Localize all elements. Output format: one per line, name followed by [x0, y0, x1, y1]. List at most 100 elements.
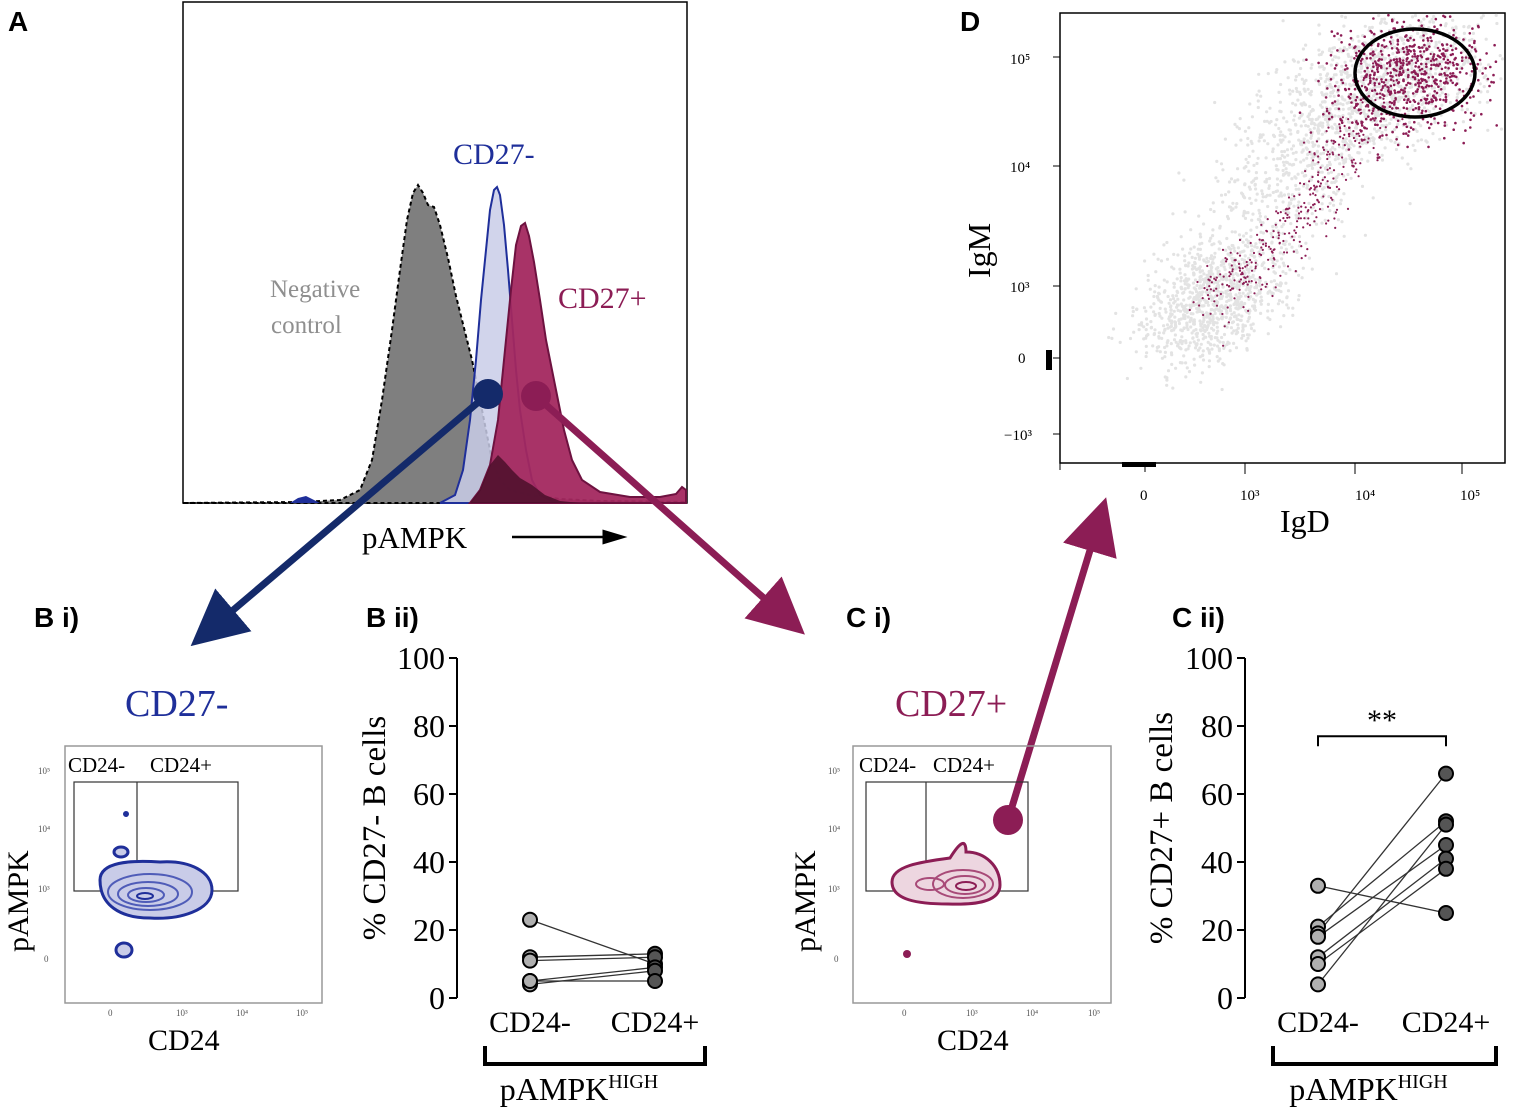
scatter-dot	[1237, 295, 1242, 299]
scatter-dot	[1216, 344, 1220, 348]
scatter-dot	[1294, 150, 1298, 154]
scatter-dot	[1467, 38, 1471, 42]
scatter-dot	[1236, 317, 1240, 322]
scatter-dot	[1379, 92, 1382, 95]
scatter-dot	[1288, 92, 1292, 96]
scatter-dot	[1309, 66, 1313, 70]
scatter-dot	[1478, 62, 1483, 66]
scatter-dot	[1212, 242, 1216, 246]
b-i-ylabel: pAMPK	[2, 850, 35, 952]
scatter-dot	[1363, 69, 1367, 73]
scatter-dot	[1422, 50, 1426, 53]
scatter-dot	[1279, 211, 1282, 214]
pair-line	[1317, 868, 1447, 965]
scatter-dot	[1479, 90, 1483, 94]
scatter-dot	[1359, 104, 1363, 109]
scatter-dot	[1277, 126, 1281, 131]
scatter-dot	[1481, 72, 1484, 75]
scatter-dot	[1291, 235, 1294, 238]
pair-line	[1317, 844, 1447, 938]
scatter-dot	[1244, 294, 1248, 298]
scatter-dot	[1257, 89, 1261, 93]
scatter-dot	[1281, 133, 1285, 137]
scatter-dot	[1174, 340, 1178, 344]
scatter-dot	[1250, 280, 1253, 283]
scatter-dot	[1195, 306, 1199, 311]
scatter-dot	[1301, 184, 1306, 188]
scatter-dot	[1354, 171, 1357, 174]
scatter-dot	[1359, 162, 1362, 165]
scatter-dot	[1137, 328, 1141, 332]
scatter-dot	[1296, 204, 1300, 208]
scatter-dot	[1421, 109, 1424, 113]
scatter-dot	[1461, 120, 1465, 124]
scatter-dot	[1267, 186, 1271, 190]
scatter-dot	[1426, 57, 1430, 60]
scatter-dot	[1360, 138, 1363, 141]
scatter-dot	[1315, 185, 1318, 188]
scatter-dot	[1224, 272, 1228, 277]
scatter-dot	[1439, 23, 1443, 27]
scatter-dot	[1382, 101, 1386, 104]
scatter-dot	[1304, 43, 1308, 47]
scatter-dot	[1336, 131, 1340, 135]
scatter-dot	[1350, 105, 1354, 109]
scatter-dot	[1366, 141, 1369, 144]
scatter-dot	[1244, 280, 1248, 283]
scatter-dot	[1179, 279, 1183, 283]
scatter-dot	[1468, 44, 1471, 47]
scatter-dot	[1426, 94, 1429, 97]
pair-line	[529, 956, 656, 962]
scatter-dot	[1380, 102, 1384, 106]
scatter-dot	[1334, 272, 1339, 276]
scatter-dot	[1398, 36, 1402, 40]
scatter-dot	[1343, 68, 1347, 71]
scatter-dot	[1278, 242, 1281, 245]
scatter-dot	[1382, 117, 1386, 121]
scatter-dot	[1296, 60, 1300, 64]
scatter-dot	[1299, 160, 1303, 164]
scatter-dot	[1408, 82, 1412, 85]
scatter-dot	[1306, 222, 1309, 225]
scatter-dot	[1345, 48, 1349, 52]
scatter-dot	[1448, 101, 1452, 105]
scatter-dot	[1376, 123, 1379, 127]
scatter-dot	[1208, 295, 1212, 299]
scatter-dot	[1453, 31, 1457, 35]
scatter-dot	[1393, 89, 1396, 92]
scatter-dot	[1499, 127, 1504, 131]
scatter-dot	[1209, 256, 1213, 261]
scatter-dot	[1238, 250, 1242, 254]
scatter-dot	[1330, 125, 1334, 129]
scatter-dot	[1351, 121, 1354, 124]
scatter-dot	[1263, 215, 1268, 219]
scatter-dot	[1408, 44, 1412, 48]
scatter-dot	[1192, 322, 1196, 326]
scatter-dot	[1428, 100, 1431, 104]
scatter-dot	[1284, 208, 1287, 211]
scatter-dot	[1162, 324, 1166, 328]
scatter-dot	[1366, 70, 1370, 74]
scatter-dot	[1169, 351, 1174, 355]
scatter-dot	[1279, 130, 1283, 134]
scatter-dot	[1327, 150, 1330, 153]
scatter-dot	[1254, 187, 1258, 191]
y-axis-label: % CD27+ B cells	[1144, 712, 1180, 944]
scatter-dot	[1389, 42, 1392, 45]
scatter-dot	[1151, 344, 1155, 348]
scatter-dot	[1322, 148, 1326, 151]
scatter-dot	[1197, 257, 1202, 261]
scatter-dot	[1300, 257, 1303, 260]
scatter-dot	[1278, 138, 1282, 142]
scatter-dot	[1413, 50, 1416, 53]
scatter-dot	[1268, 106, 1272, 110]
scatter-dot	[1179, 235, 1183, 239]
scatter-dot	[1311, 234, 1315, 238]
scatter-dot	[1349, 29, 1353, 33]
scatter-dot	[1396, 51, 1399, 54]
scatter-dot	[1402, 71, 1405, 74]
scatter-dot	[1363, 24, 1367, 28]
scatter-dot	[1393, 100, 1396, 103]
scatter-dot	[1183, 210, 1187, 214]
